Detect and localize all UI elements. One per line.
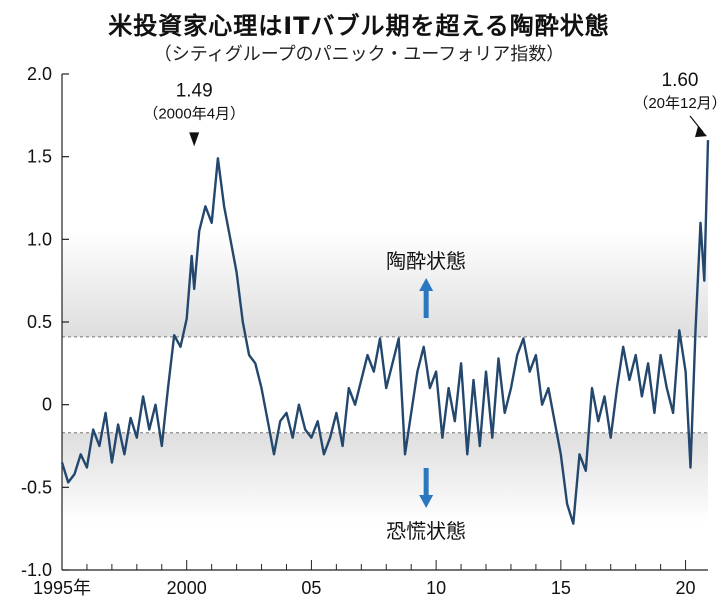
arrow-down-icon <box>419 468 434 508</box>
y-tick-label: 1.0 <box>27 229 52 249</box>
peak-2000-pointer <box>189 132 200 147</box>
y-tick-label: -0.5 <box>21 477 52 497</box>
euphoria-zone-label: 陶酔状態 <box>386 249 466 273</box>
x-tick-label: 2000 <box>167 578 207 598</box>
y-tick-label: -1.0 <box>21 560 52 580</box>
peak-2020-date: （20年12月） <box>633 95 718 112</box>
euphoria-band <box>62 231 708 337</box>
peak-2020-pointer <box>695 126 707 138</box>
peak-2020-value: 1.60 <box>662 70 699 91</box>
y-tick-label: 0 <box>42 395 52 415</box>
y-tick-label: 2.0 <box>27 64 52 84</box>
x-tick-label: 10 <box>426 578 446 598</box>
chart-title: 米投資家心理はITバブル期を超える陶酔状態 <box>108 12 610 40</box>
y-tick-label: 0.5 <box>27 312 52 332</box>
x-tick-label: 1995年 <box>33 578 91 598</box>
series-layer <box>60 140 710 525</box>
peak-2000-value: 1.49 <box>176 80 213 101</box>
peak-2000-date: （2000年4月） <box>143 105 245 122</box>
x-tick-label: 20 <box>676 578 696 598</box>
chart-subtitle: （シティグループのパニック・ユーフォリア指数） <box>153 44 565 65</box>
annotations: 1.49 （2000年4月） 1.60 （20年12月） <box>143 70 718 147</box>
x-tick-label: 15 <box>551 578 571 598</box>
arrow-up-icon <box>419 278 434 318</box>
index-line <box>60 140 710 525</box>
zone-bands <box>62 231 708 524</box>
panic-band <box>62 432 708 524</box>
panic-zone-label: 恐慌状態 <box>386 519 466 543</box>
y-tick-label: 1.5 <box>27 147 52 167</box>
x-tick-label: 05 <box>301 578 321 598</box>
